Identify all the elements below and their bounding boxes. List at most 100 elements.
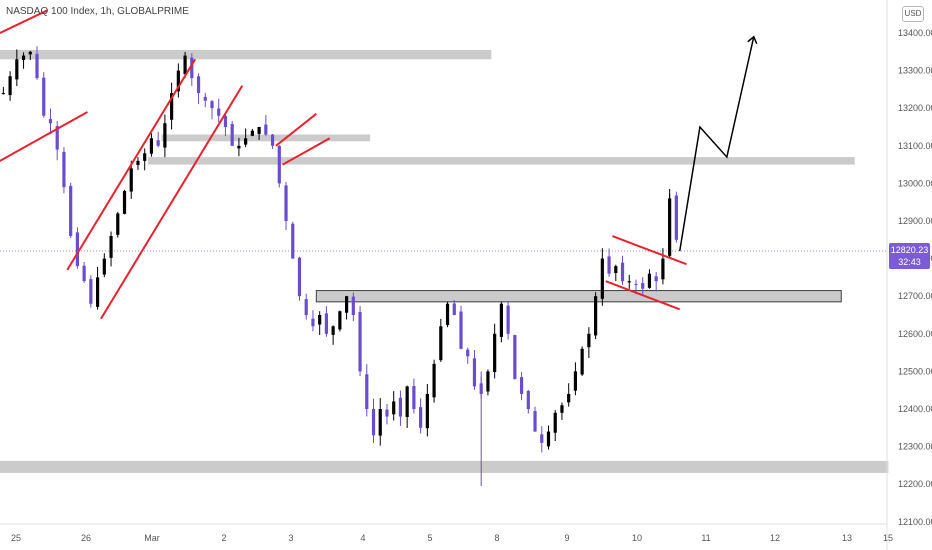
- candle-up: [237, 145, 241, 149]
- trendline: [66, 58, 197, 271]
- candle-up: [176, 70, 180, 92]
- trendline: [0, 111, 88, 162]
- candle-up: [439, 326, 443, 361]
- candle-up: [1, 93, 5, 95]
- candle-up: [600, 258, 604, 299]
- trendline: [282, 137, 331, 166]
- candle-up: [338, 311, 342, 330]
- candle-down: [371, 409, 376, 436]
- trendline: [100, 85, 244, 320]
- projection-line: [678, 36, 755, 252]
- candle-down: [223, 115, 228, 127]
- projection-arrowhead: [747, 35, 758, 45]
- time-axis-label: 13: [842, 533, 852, 543]
- candle-up: [580, 348, 584, 375]
- price-axis-label: 12600.00: [898, 329, 932, 339]
- time-axis-label: 10: [632, 533, 642, 543]
- candle-up: [8, 76, 12, 96]
- candle-down: [277, 145, 281, 184]
- price-axis-label: 13300.00: [898, 66, 932, 76]
- candle-up: [257, 127, 261, 134]
- price-zone: [0, 49, 492, 60]
- candle-down: [264, 124, 268, 135]
- trendline: [275, 113, 317, 147]
- bar-countdown: 32:43: [898, 257, 921, 267]
- candle-up: [318, 315, 322, 325]
- candle-down: [48, 119, 53, 124]
- candle-up: [331, 326, 335, 335]
- candle-down: [324, 313, 329, 334]
- price-axis-label: 13100.00: [898, 141, 932, 151]
- candle-up: [499, 303, 503, 337]
- candle-down: [190, 57, 194, 79]
- candle-up: [149, 138, 154, 154]
- candle-down: [385, 409, 389, 417]
- candle-down: [69, 185, 73, 237]
- candle-up: [28, 51, 32, 55]
- candle-up: [553, 412, 557, 433]
- chart-title: NASDAQ 100 Index, 1h, GLOBALPRIME: [6, 6, 189, 17]
- time-axis[interactable]: 25 26 Mar 2 3 4 5 8 9 10 11 12 13 15: [11, 533, 893, 543]
- candle-down: [291, 223, 295, 259]
- time-axis-label: 11: [701, 533, 710, 543]
- candle-down: [358, 311, 362, 372]
- trendline-drawings[interactable]: [0, 9, 687, 320]
- price-zone: [0, 460, 889, 473]
- candle-down: [472, 358, 477, 387]
- candle-down: [398, 397, 403, 417]
- candle-up: [102, 258, 106, 275]
- candle-down: [674, 195, 678, 240]
- candle-down: [506, 305, 510, 334]
- candle-up: [21, 55, 26, 60]
- candle-up: [661, 258, 665, 280]
- candle-down: [654, 276, 658, 282]
- candle-down: [196, 76, 201, 94]
- candle-up: [244, 138, 248, 145]
- candle-up: [647, 273, 652, 288]
- price-axis-label: 12700.00: [898, 291, 932, 301]
- candle-down: [466, 349, 470, 357]
- candle-up: [493, 333, 497, 373]
- projection-path[interactable]: [678, 35, 758, 252]
- candle-up: [378, 409, 382, 436]
- candle-down: [230, 124, 234, 146]
- candle-down: [419, 407, 423, 428]
- candle-up: [546, 431, 551, 447]
- candle-down: [459, 311, 463, 349]
- candle-up: [405, 386, 409, 417]
- time-axis-label: 9: [564, 533, 569, 543]
- candle-down: [607, 256, 611, 274]
- candle-down: [297, 257, 302, 297]
- candle-up: [170, 93, 174, 120]
- trendline: [0, 9, 48, 34]
- candle-down: [203, 96, 207, 101]
- candle-up: [344, 296, 349, 313]
- candle-up: [560, 405, 564, 413]
- time-axis-label: 25: [11, 533, 21, 543]
- candle-up: [183, 55, 187, 75]
- price-axis-label: 13400.00: [898, 28, 932, 38]
- last-price-value: 12820.23: [890, 245, 929, 255]
- candle-up: [122, 190, 127, 214]
- candle-up: [116, 213, 120, 235]
- candle-up: [627, 281, 631, 283]
- candle-up: [136, 160, 140, 165]
- candle-down: [284, 185, 288, 221]
- candle-up: [587, 333, 591, 348]
- price-axis-label: 13000.00: [898, 178, 932, 188]
- candle-down: [75, 232, 79, 267]
- candle-up: [163, 123, 167, 148]
- candle-down: [217, 108, 221, 116]
- candle-down: [42, 77, 46, 116]
- price-axis-label: 12100.00: [898, 517, 932, 527]
- candlestick-series: [1, 46, 678, 487]
- currency-button[interactable]: USD: [902, 6, 924, 22]
- candle-up: [95, 277, 100, 307]
- time-axis-label: 15: [883, 533, 893, 543]
- candle-down: [89, 279, 93, 304]
- candle-down: [620, 262, 625, 282]
- candle-down: [412, 386, 416, 409]
- price-axis-label: 12900.00: [898, 216, 932, 226]
